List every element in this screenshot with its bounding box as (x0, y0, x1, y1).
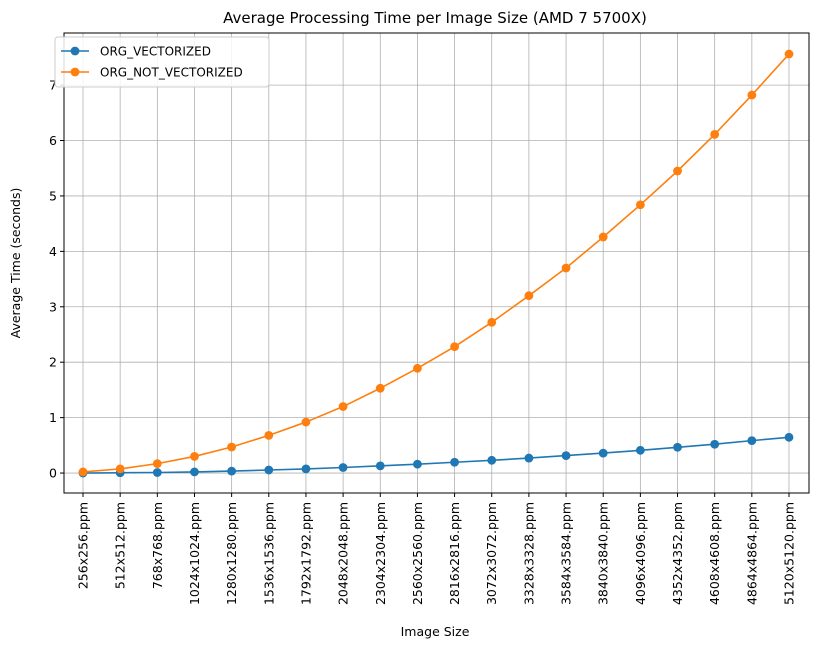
data-point (227, 442, 237, 452)
series-line (82, 436, 790, 474)
data-point (190, 452, 199, 461)
data-point (561, 451, 571, 460)
data-point (487, 455, 497, 465)
data-point (487, 317, 497, 327)
x-tick-label: 4096x4096.ppm (633, 502, 648, 605)
data-point (264, 465, 274, 475)
x-tick-label: 3072x3072.ppm (484, 502, 499, 605)
data-point (152, 459, 162, 469)
x-tick-label: 3328x3328.ppm (521, 502, 536, 605)
data-point (673, 166, 682, 176)
y-axis-label: Average Time (seconds) (8, 188, 23, 339)
x-tick-label: 2048x2048.ppm (336, 502, 351, 605)
y-tick-label: 5 (49, 188, 57, 203)
data-point (524, 453, 534, 463)
y-tick-label: 1 (49, 410, 57, 425)
y-tick-label: 2 (49, 355, 57, 370)
data-point (635, 445, 645, 455)
data-point (673, 442, 682, 452)
data-point (338, 402, 348, 411)
x-tick-label: 3584x3584.ppm (559, 502, 574, 605)
x-tick-label: 2560x2560.ppm (410, 502, 425, 605)
data-point (710, 439, 720, 449)
data-point (635, 200, 645, 210)
data-point (710, 130, 720, 139)
legend-marker (70, 46, 80, 56)
legend-box (54, 36, 270, 88)
y-tick-label: 7 (49, 78, 57, 93)
data-point (227, 466, 237, 476)
y-axis: 0 1 2 3 4 5 6 7 (49, 78, 64, 481)
y-tick-label: 3 (49, 299, 57, 314)
series (78, 432, 794, 478)
data-point (375, 383, 385, 393)
data-point (190, 467, 199, 477)
x-tick-label: 768x768.ppm (150, 502, 165, 589)
grid (64, 33, 809, 493)
x-tick-label: 3840x3840.ppm (596, 502, 611, 605)
data-point (598, 448, 608, 458)
data-point (524, 291, 534, 301)
data-point (450, 457, 459, 467)
x-tick-label: 4352x4352.ppm (670, 502, 685, 605)
data-point (152, 468, 162, 477)
legend-marker (70, 67, 80, 77)
x-tick-label: 1792x1792.ppm (298, 502, 313, 605)
data-point (598, 232, 608, 242)
data-point (301, 417, 311, 427)
chart-title: Average Processing Time per Image Size (… (223, 9, 647, 27)
data-point (784, 432, 794, 442)
data-point (115, 464, 125, 474)
plot-frame (63, 32, 810, 494)
data-point (375, 461, 385, 471)
x-tick-label: 1536x1536.ppm (261, 502, 276, 605)
data-point (301, 464, 311, 474)
data-point (561, 263, 571, 273)
data-point (747, 90, 757, 100)
x-axis: 256x256.ppm 512x512.ppm 768x768.ppm 1024x10… (76, 493, 797, 605)
x-tick-label: 2816x2816.ppm (447, 502, 462, 605)
data-point (413, 363, 422, 373)
data-point (264, 430, 274, 440)
series (78, 49, 794, 477)
y-tick-label: 0 (49, 466, 57, 481)
x-tick-label: 5120x5120.ppm (782, 502, 797, 605)
legend-label: ORG_VECTORIZED (100, 45, 211, 59)
x-tick-label: 512x512.ppm (113, 502, 128, 589)
series-line (82, 53, 790, 473)
series-layer (78, 49, 794, 478)
x-tick-label: 4864x4864.ppm (744, 502, 759, 605)
x-tick-label: 1024x1024.ppm (187, 502, 202, 605)
y-tick-label: 4 (49, 244, 57, 259)
x-tick-label: 256x256.ppm (76, 502, 91, 589)
legend: ORG_VECTORIZED ORG_NOT_VECTORIZED (54, 36, 270, 88)
data-point (784, 49, 794, 59)
legend-label: ORG_NOT_VECTORIZED (100, 66, 243, 80)
x-tick-label: 1280x1280.ppm (224, 502, 239, 605)
y-tick-label: 6 (49, 133, 57, 148)
data-point (78, 467, 88, 477)
x-axis-label: Image Size (401, 624, 470, 639)
data-point (338, 463, 348, 472)
x-tick-label: 2304x2304.ppm (373, 502, 388, 605)
x-tick-label: 4608x4608.ppm (707, 502, 722, 605)
data-point (450, 342, 459, 352)
data-point (747, 436, 757, 446)
data-point (413, 459, 422, 469)
